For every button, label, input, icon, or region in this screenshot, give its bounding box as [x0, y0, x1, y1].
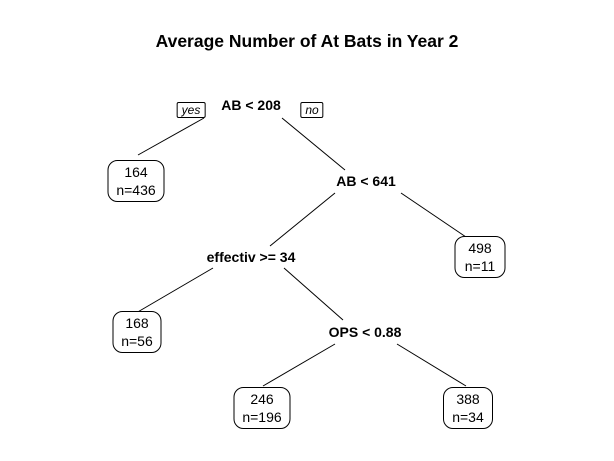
- leaf-value: 246: [250, 391, 274, 407]
- leaf-value: 168: [125, 315, 149, 331]
- leaf-node-498: 498 n=11: [454, 236, 506, 278]
- edge-effectiv-to-leaf-168: [135, 267, 214, 314]
- edge-ops-to-leaf-246: [262, 343, 336, 387]
- leaf-count: n=56: [121, 333, 153, 349]
- split-ops: OPS < 0.88: [328, 324, 402, 340]
- leaf-node-388: 388 n=34: [443, 387, 493, 429]
- leaf-node-164: 164 n=436: [107, 160, 165, 202]
- edge-root-to-leaf-164: [137, 117, 205, 156]
- edge-ab641-to-effectiv: [269, 192, 336, 247]
- leaf-count: n=11: [464, 258, 496, 274]
- split-root: AB < 208: [221, 97, 281, 113]
- leaf-value: 498: [468, 240, 492, 256]
- edge-ab641-to-leaf-498: [400, 192, 467, 238]
- leaf-value: 164: [124, 164, 148, 180]
- leaf-value: 388: [456, 391, 480, 407]
- leaf-count: n=34: [452, 409, 484, 425]
- leaf-node-246: 246 n=196: [233, 387, 291, 429]
- edge-ops-to-leaf-388: [396, 343, 467, 387]
- yes-branch-tag: yes: [176, 102, 206, 118]
- leaf-node-168: 168 n=56: [112, 311, 162, 353]
- leaf-count: n=196: [242, 409, 282, 425]
- edge-root-to-ab641: [281, 117, 346, 171]
- split-effectiv: effectiv >= 34: [206, 249, 296, 265]
- edge-effectiv-to-ops: [283, 267, 344, 321]
- split-ab641: AB < 641: [336, 173, 396, 189]
- leaf-count: n=436: [116, 182, 156, 198]
- no-branch-tag: no: [300, 102, 324, 118]
- diagram-title: Average Number of At Bats in Year 2: [155, 31, 459, 51]
